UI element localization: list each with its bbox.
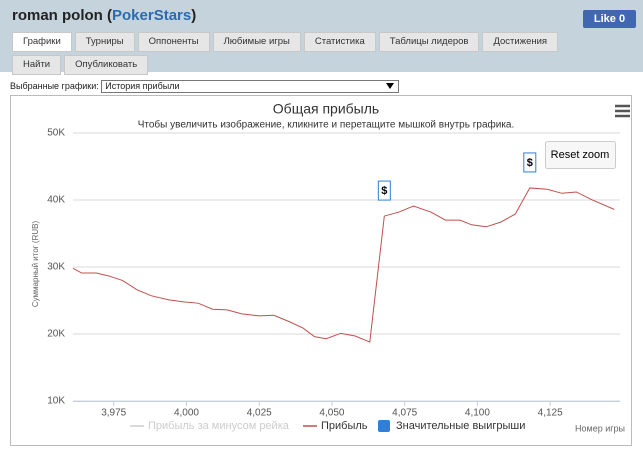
y-tick-label: 10K [47, 396, 65, 407]
reset-zoom-button[interactable]: Reset zoom [545, 141, 616, 169]
x-tick-label: 4,075 [392, 408, 417, 419]
y-tick-label: 30K [47, 262, 65, 273]
y-axis-title: Суммарный итог (RUB) [31, 221, 40, 308]
x-tick-label: 3,975 [101, 408, 126, 419]
tab[interactable]: Найти [12, 55, 62, 75]
legend-label: Прибыль за минусом рейка [148, 420, 290, 432]
x-tick-label: 4,025 [247, 408, 272, 419]
x-tick-label: 4,100 [465, 408, 490, 419]
flag-label: $ [527, 157, 533, 169]
site-link[interactable]: PokerStars [112, 7, 192, 24]
x-tick-label: 4,000 [174, 408, 199, 419]
chart-frame [10, 95, 632, 446]
tab[interactable]: Оппоненты [137, 32, 210, 52]
like-count: 0 [618, 13, 626, 25]
y-tick-label: 20K [47, 329, 65, 340]
player-title: roman polon (PokerStars) [12, 7, 196, 24]
reset-zoom-text: Reset zoom [551, 149, 610, 161]
flag-label: $ [381, 185, 387, 197]
flag [377, 180, 391, 201]
y-tick-label: 50K [47, 128, 65, 139]
legend-symbol [378, 420, 390, 432]
like-button[interactable]: Like 0 [583, 10, 636, 28]
y-tick-label: 40K [47, 195, 65, 206]
selector-label: Выбранные графики: [10, 81, 99, 91]
legend-label: Прибыль [321, 420, 368, 432]
x-tick-label: 4,050 [319, 408, 344, 419]
menu-icon[interactable] [615, 104, 630, 118]
tab[interactable]: Таблицы лидеров [378, 32, 480, 52]
chart-subtitle: Чтобы увеличить изображение, кликните и … [138, 119, 515, 131]
legend-label: Значительные выигрыши [396, 420, 525, 432]
player-name: roman polon ( [12, 7, 112, 24]
x-axis-title: Номер игры [575, 423, 625, 433]
tab[interactable]: Турниры [74, 32, 135, 52]
tab[interactable]: Любимые игры [212, 32, 301, 52]
chart-title: Общая прибыль [273, 101, 379, 117]
tab[interactable]: Графики [12, 32, 72, 52]
selector-dropdown[interactable]: История прибыли [101, 80, 400, 93]
x-tick-label: 4,125 [538, 408, 563, 419]
tabs: Графики Турниры Оппоненты Любимые игры Стати… [12, 32, 612, 78]
tab[interactable]: Статистика [303, 32, 376, 52]
profit-line [72, 187, 615, 343]
chart-selector: Выбранные графики: История прибыли [10, 80, 400, 93]
like-text: Like [593, 13, 616, 25]
paren: ) [191, 7, 197, 24]
tab[interactable]: Достижения [482, 32, 559, 52]
flag [523, 152, 537, 173]
tab[interactable]: Опубликовать [64, 55, 149, 75]
